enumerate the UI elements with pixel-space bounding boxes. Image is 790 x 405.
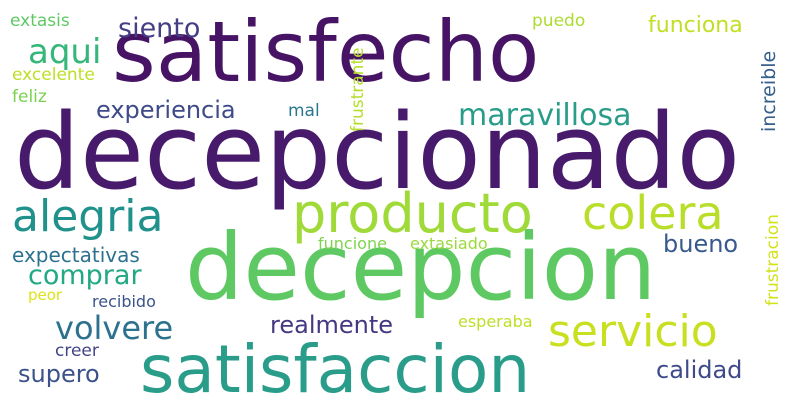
- word-extasiado: extasiado: [410, 234, 488, 253]
- word-expectativas: expectativas: [12, 243, 140, 267]
- word-peor: peor: [28, 286, 63, 304]
- word-puedo: puedo: [532, 11, 586, 31]
- word-mal: mal: [288, 101, 320, 121]
- word-alegria: alegria: [12, 191, 164, 242]
- word-decepcionado: decepcionado: [14, 91, 741, 213]
- word-frustrante: frustrante: [348, 47, 368, 132]
- word-siento: siento: [118, 13, 201, 44]
- word-aqui: aqui: [28, 32, 102, 72]
- word-feliz: feliz: [12, 87, 47, 107]
- word-satisfecho: satisfecho: [112, 3, 540, 101]
- word-maravillosa: maravillosa: [458, 98, 632, 133]
- word-colera: colera: [582, 186, 724, 240]
- word-frustracion: frustracion: [763, 214, 783, 306]
- word-comprar: comprar: [28, 260, 142, 291]
- word-bueno: bueno: [663, 230, 739, 258]
- word-funciona: funciona: [648, 13, 743, 38]
- word-satisfaccion: satisfaccion: [140, 331, 531, 405]
- word-recibido: recibido: [92, 292, 156, 311]
- word-experiencia: experiencia: [96, 96, 236, 124]
- word-volvere: volvere: [55, 309, 174, 347]
- word-creer: creer: [55, 341, 99, 361]
- word-extasis: extasis: [10, 11, 70, 31]
- word-excelente: excelente: [12, 65, 95, 85]
- word-calidad: calidad: [656, 356, 743, 384]
- word-producto: producto: [292, 182, 533, 245]
- word-realmente: realmente: [270, 311, 394, 339]
- word-increible: increible: [758, 50, 780, 132]
- word-funcione: funcione: [318, 234, 387, 253]
- word-supero: supero: [18, 360, 100, 388]
- word-esperaba: esperaba: [458, 312, 533, 331]
- word-servicio: servicio: [548, 306, 718, 357]
- word-decepcion: decepcion: [185, 214, 657, 321]
